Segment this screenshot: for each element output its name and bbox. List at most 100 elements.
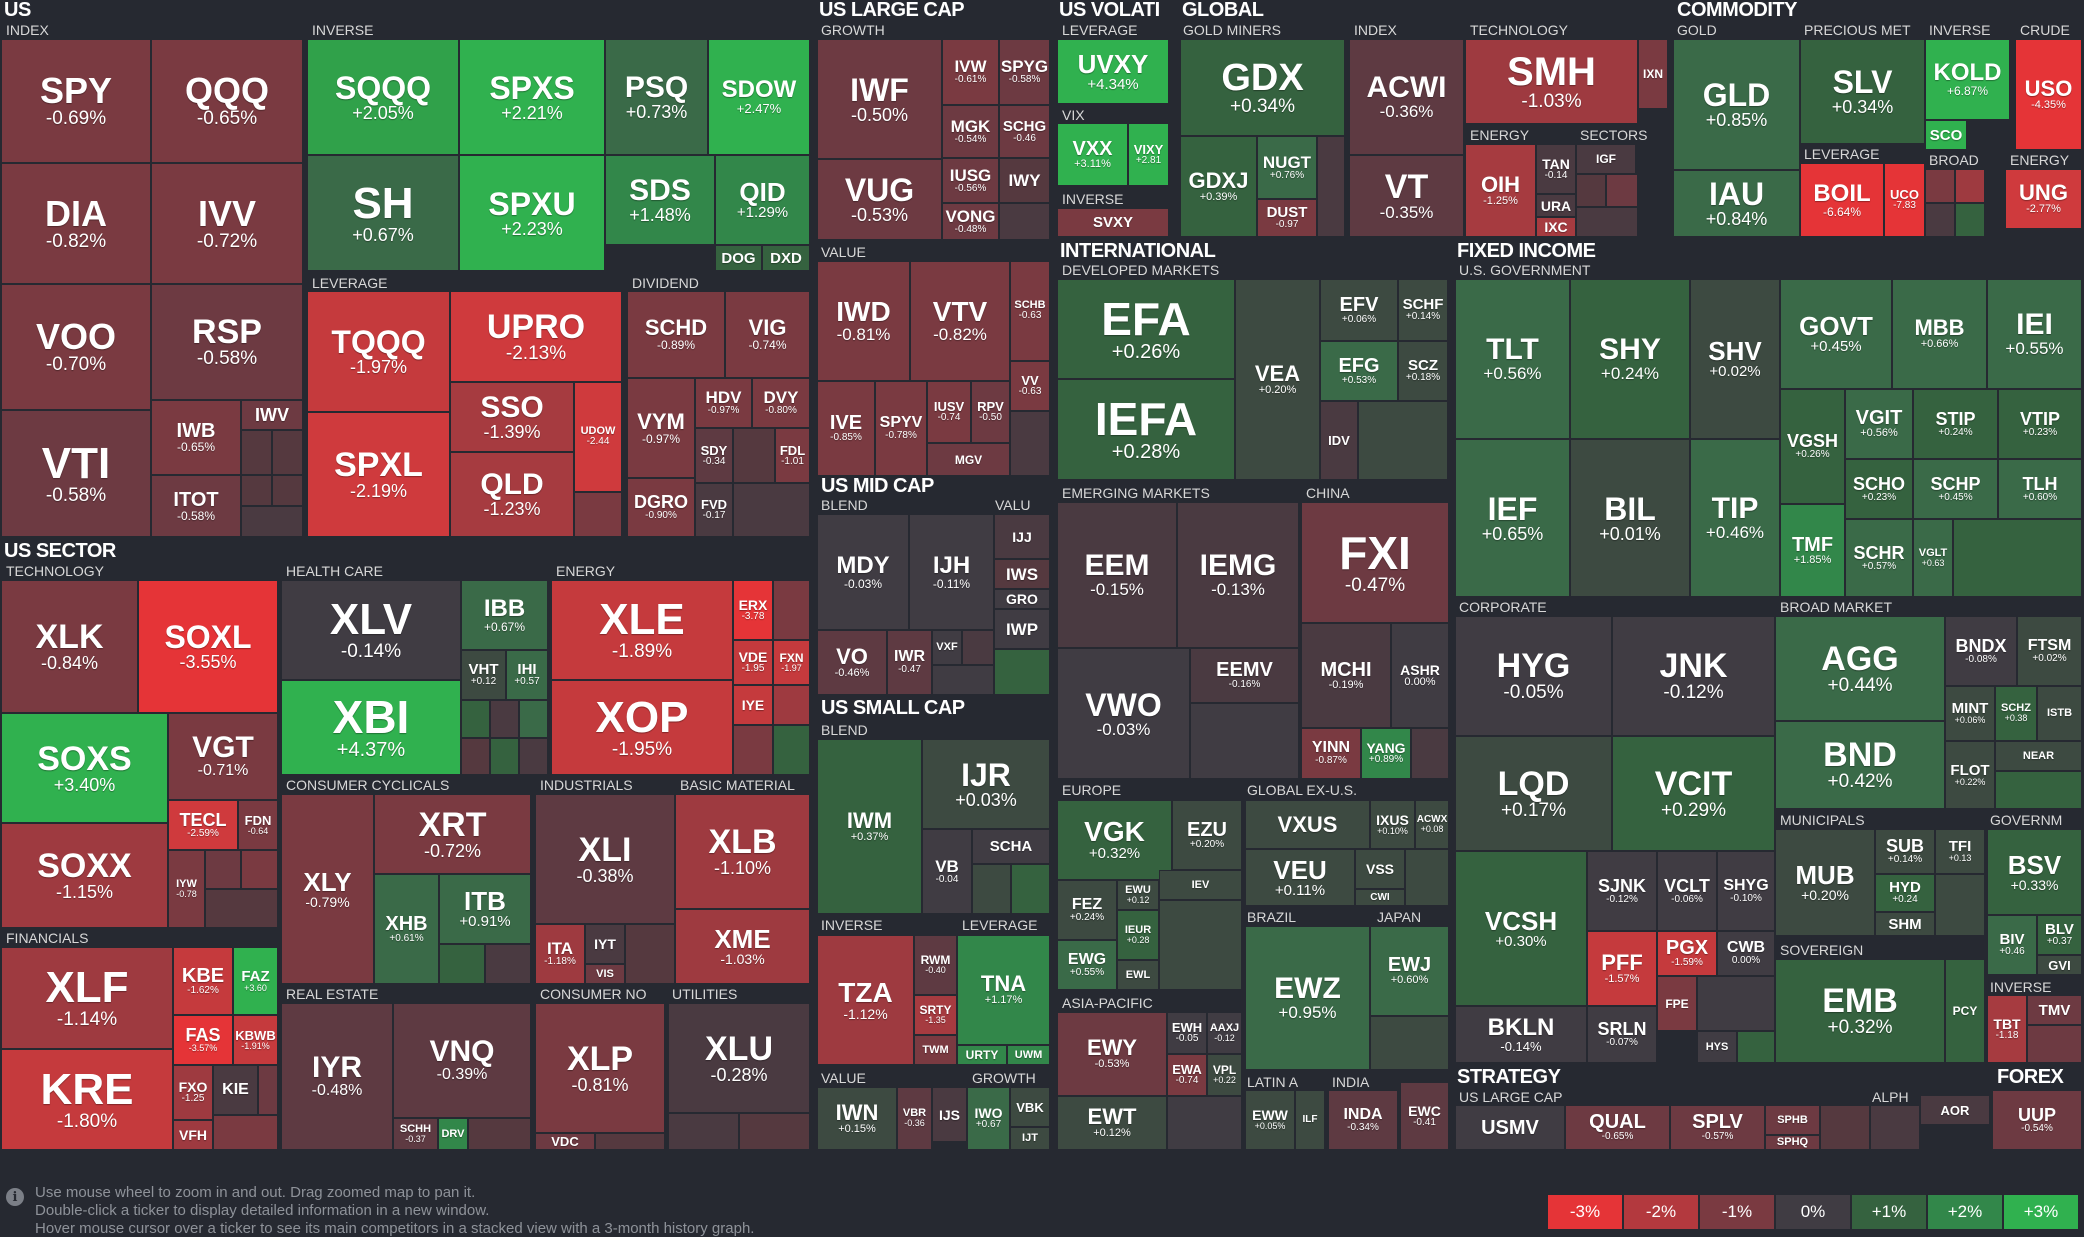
ticker-ieur[interactable]: IEUR +0.28 [1117,910,1159,960]
ticker-ixus[interactable]: IXUS +0.10% [1370,800,1415,849]
ticker-iefa[interactable]: IEFA +0.28% [1057,379,1235,480]
ticker-spyg[interactable]: SPYG -0.58% [999,39,1050,105]
ticker-inda[interactable]: INDA -0.34% [1328,1090,1398,1150]
ticker-xop[interactable]: XOP -1.95% [551,680,733,775]
ticker-vv[interactable]: VV -0.63 [1010,361,1050,411]
ticker-tmf[interactable]: TMF +1.85% [1780,504,1845,597]
ticker-iwb[interactable]: IWB -0.65% [151,400,241,475]
ticker-vdc[interactable]: VDC [535,1133,595,1150]
ticker-sh[interactable]: SH +0.67% [307,155,459,271]
ticker-ftsm[interactable]: FTSM +0.02% [2017,616,2082,686]
ticker-tile[interactable] [1935,874,1985,936]
ticker-tile[interactable] [1606,174,1638,207]
ticker-sco[interactable]: SCO [1925,120,1967,150]
ticker-ezu[interactable]: EZU +0.20% [1172,800,1242,870]
ticker-yinn[interactable]: YINN -0.87% [1301,728,1361,779]
ticker-ibb[interactable]: IBB +0.67% [461,580,548,650]
ticker-tile[interactable] [519,738,548,775]
ticker-ihi[interactable]: IHI +0.57 [506,650,548,700]
ticker-vo[interactable]: VO -0.46% [817,630,887,695]
ticker-vwo[interactable]: VWO -0.03% [1057,648,1190,779]
ticker-tile[interactable] [1576,174,1606,207]
ticker-spxl[interactable]: SPXL -2.19% [307,412,450,537]
ticker-tile[interactable] [272,430,303,475]
ticker-ief[interactable]: IEF +0.65% [1455,439,1570,597]
ticker-vgk[interactable]: VGK +0.32% [1057,800,1172,880]
ticker-dvy[interactable]: DVY -0.80% [752,378,810,428]
ticker-blv[interactable]: BLV +0.37 [2037,915,2082,955]
ticker-tile[interactable] [205,889,278,928]
ticker-dxd[interactable]: DXD [762,245,810,271]
ticker-tile[interactable] [468,1118,531,1150]
ticker-schz[interactable]: SCHZ +0.38 [1995,686,2037,741]
ticker-vcsh[interactable]: VCSH +0.30% [1455,851,1587,1006]
ticker-iev[interactable]: IEV [1159,870,1242,900]
ticker-tqqq[interactable]: TQQQ -1.97% [307,291,450,412]
ticker-vug[interactable]: VUG -0.53% [817,159,942,240]
ticker-igf[interactable]: IGF [1576,144,1636,174]
ticker-xly[interactable]: XLY -0.79% [281,794,374,984]
ticker-dust[interactable]: DUST -0.97 [1257,199,1317,237]
ticker-shv[interactable]: SHV +0.02% [1690,279,1780,439]
ticker-shm[interactable]: SHM [1875,912,1935,936]
ticker-qqq[interactable]: QQQ -0.65% [151,39,303,163]
ticker-xrt[interactable]: XRT -0.72% [374,794,531,874]
ticker-tile[interactable] [205,850,241,889]
ticker-tbt[interactable]: TBT -1.18 [1987,995,2027,1063]
ticker-dog[interactable]: DOG [715,245,762,271]
ticker-xlp[interactable]: XLP -0.81% [535,1003,665,1133]
ticker-tile[interactable] [1953,519,2082,597]
ticker-emb[interactable]: EMB +0.32% [1775,959,1945,1063]
ticker-flot[interactable]: FLOT +0.22% [1945,741,1995,809]
ticker-ive[interactable]: IVE -0.85% [817,381,875,476]
ticker-vgt[interactable]: VGT -0.71% [168,713,278,800]
ticker-vea[interactable]: VEA +0.20% [1235,279,1320,480]
ticker-sso[interactable]: SSO -1.39% [450,382,574,452]
ticker-tile[interactable] [1010,411,1050,476]
ticker-tlt[interactable]: TLT +0.56% [1455,279,1570,439]
ticker-drv[interactable]: DRV [438,1118,468,1150]
ticker-vbk[interactable]: VBK [1010,1087,1050,1127]
ticker-psq[interactable]: PSQ +0.73% [605,39,708,155]
ticker-vnq[interactable]: VNQ -0.39% [393,1003,531,1118]
ticker-rsp[interactable]: RSP -0.58% [151,284,303,400]
ticker-xme[interactable]: XME -1.03% [675,909,810,984]
ticker-spyv[interactable]: SPYV -0.78% [875,381,927,476]
ticker-soxx[interactable]: SOXX -1.15% [1,823,168,928]
ticker-tile[interactable] [213,1115,278,1150]
ticker-tile[interactable] [733,725,773,775]
ticker-vgsh[interactable]: VGSH +0.26% [1780,389,1845,504]
ticker-srty[interactable]: SRTY -1.35 [914,995,957,1035]
ticker-sds[interactable]: SDS +1.48% [605,155,715,245]
ticker-udow[interactable]: UDOW -2.44 [574,382,622,492]
ticker-ewj[interactable]: EWJ +0.60% [1370,926,1449,1016]
ticker-govt[interactable]: GOVT +0.45% [1780,279,1892,389]
ticker-kbe[interactable]: KBE -1.62% [173,947,233,1015]
ticker-iws[interactable]: IWS [994,559,1050,589]
ticker-xlv[interactable]: XLV -0.14% [281,580,461,680]
ticker-efg[interactable]: EFG +0.53% [1320,341,1398,401]
ticker-hys[interactable]: HYS [1697,1031,1737,1063]
ticker-tile[interactable] [773,580,810,640]
ticker-xbi[interactable]: XBI +4.37% [281,680,461,775]
ticker-iei[interactable]: IEI +0.55% [1987,279,2082,389]
ticker-tile[interactable] [1358,401,1448,480]
ticker-mdy[interactable]: MDY -0.03% [817,514,909,630]
ticker-kre[interactable]: KRE -1.80% [1,1049,173,1150]
ticker-ivw[interactable]: IVW -0.61% [942,39,999,105]
ticker-xlu[interactable]: XLU -0.28% [668,1003,810,1113]
ticker-acwi[interactable]: ACWI -0.36% [1349,39,1464,155]
ticker-vht[interactable]: VHT +0.12 [461,650,506,700]
ticker-veu[interactable]: VEU +0.11% [1245,849,1355,906]
ticker-eem[interactable]: EEM -0.15% [1057,502,1177,648]
ticker-hyd[interactable]: HYD +0.24 [1875,874,1935,912]
ticker-schf[interactable]: SCHF +0.14% [1398,279,1448,341]
ticker-iusv[interactable]: IUSV -0.74 [927,381,971,443]
ticker-iyw[interactable]: IYW -0.78 [168,850,205,928]
ticker-eemv[interactable]: EEMV -0.16% [1190,648,1299,703]
ticker-tile[interactable] [461,738,490,775]
ticker-iemg[interactable]: IEMG -0.13% [1177,502,1299,648]
ticker-tile[interactable] [258,1065,278,1115]
ticker-tan[interactable]: TAN -0.14 [1536,144,1576,194]
ticker-pgx[interactable]: PGX -1.59% [1657,931,1717,976]
